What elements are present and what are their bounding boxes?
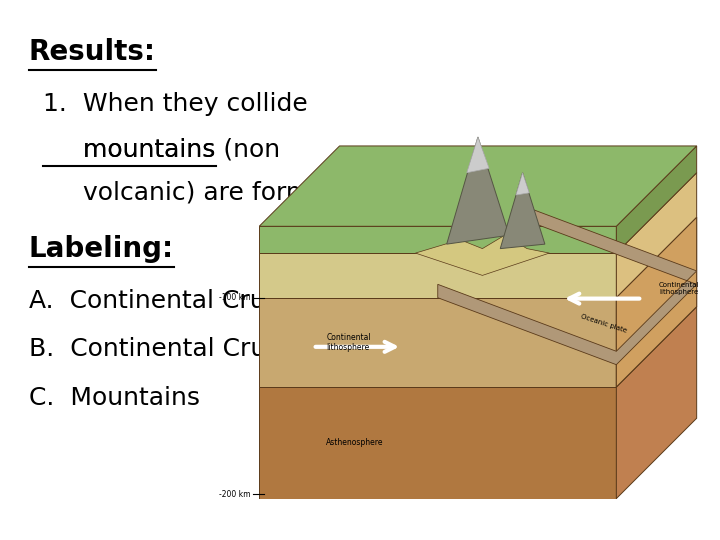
Polygon shape xyxy=(616,218,697,387)
Text: C.  Mountains: C. Mountains xyxy=(29,386,200,410)
Polygon shape xyxy=(259,387,616,498)
Text: Asthenosphere: Asthenosphere xyxy=(326,438,384,447)
Polygon shape xyxy=(259,146,697,226)
Polygon shape xyxy=(259,226,616,253)
Text: mountains: mountains xyxy=(43,138,215,161)
Polygon shape xyxy=(467,137,489,173)
Text: Continental
lithosphere: Continental lithosphere xyxy=(326,333,371,352)
Polygon shape xyxy=(415,235,549,275)
Text: mountains (non: mountains (non xyxy=(43,138,280,161)
Polygon shape xyxy=(446,137,509,244)
Polygon shape xyxy=(616,307,697,498)
Text: B.  Continental Crust: B. Continental Crust xyxy=(29,338,289,361)
Text: -100 km: -100 km xyxy=(219,293,251,302)
Text: Labeling:: Labeling: xyxy=(29,235,174,263)
Text: 1.  When they collide: 1. When they collide xyxy=(43,92,308,116)
Polygon shape xyxy=(616,218,697,387)
Polygon shape xyxy=(616,173,697,298)
Text: Results:: Results: xyxy=(29,38,156,66)
Polygon shape xyxy=(259,253,616,298)
Text: Continental
lithosphere: Continental lithosphere xyxy=(659,282,699,295)
Text: Oceanic plate: Oceanic plate xyxy=(580,313,628,334)
Polygon shape xyxy=(500,173,545,248)
Polygon shape xyxy=(438,204,697,364)
Polygon shape xyxy=(516,173,529,195)
Text: A.  Continental Crust: A. Continental Crust xyxy=(29,289,288,313)
Polygon shape xyxy=(259,298,616,387)
Text: -200 km: -200 km xyxy=(219,490,251,498)
Text: volcanic) are formed.: volcanic) are formed. xyxy=(43,181,350,205)
Polygon shape xyxy=(616,146,697,253)
